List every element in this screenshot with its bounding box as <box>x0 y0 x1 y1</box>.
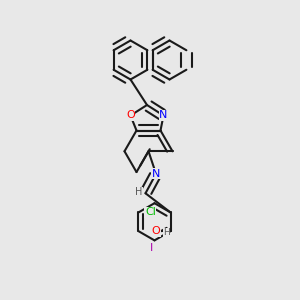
Text: N: N <box>152 169 160 179</box>
Text: O: O <box>152 226 160 236</box>
Text: H: H <box>164 228 170 237</box>
Text: H: H <box>135 188 142 197</box>
Text: O: O <box>126 110 135 121</box>
Text: N: N <box>159 110 168 121</box>
Text: Cl: Cl <box>145 208 156 218</box>
Text: I: I <box>150 243 153 253</box>
